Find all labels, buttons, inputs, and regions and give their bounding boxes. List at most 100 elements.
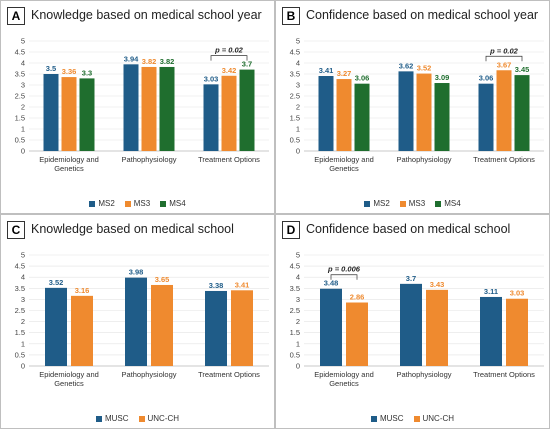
panel-letter: B bbox=[282, 7, 300, 25]
chart-title: Confidence based on medical school bbox=[306, 222, 511, 236]
bar-unc-ch bbox=[71, 295, 93, 366]
y-tick-label: 4.5 bbox=[290, 48, 300, 57]
y-tick-label: 1.5 bbox=[290, 328, 300, 337]
bar-ms4 bbox=[159, 66, 175, 151]
legend-item-ms3: MS3 bbox=[399, 199, 426, 208]
chart-title: Knowledge based on medical school year bbox=[31, 8, 262, 22]
chart-title: Knowledge based on medical school bbox=[31, 222, 234, 236]
legend-swatch bbox=[364, 200, 371, 207]
y-tick-label: 1.5 bbox=[15, 328, 25, 337]
y-tick-label: 4.5 bbox=[15, 48, 25, 57]
bar-ms2 bbox=[43, 74, 59, 151]
bar-ms2 bbox=[478, 83, 494, 151]
y-tick-label: 4.5 bbox=[15, 262, 25, 271]
legend-item-unc-ch: UNC-CH bbox=[138, 414, 179, 423]
data-label: 3.82 bbox=[160, 57, 175, 66]
panel-confidence-by-school: D Confidence based on medical school 0 0.… bbox=[275, 214, 550, 429]
y-tick-label: 1.5 bbox=[290, 114, 300, 123]
y-tick-label: 3.5 bbox=[290, 284, 300, 293]
data-label: 3.41 bbox=[319, 66, 334, 75]
bar-ms3 bbox=[336, 79, 352, 151]
x-tick-label: Treatment Options bbox=[473, 155, 535, 164]
y-tick-label: 5 bbox=[21, 251, 25, 260]
legend-swatch bbox=[399, 200, 406, 207]
legend-item-musc: MUSC bbox=[95, 414, 129, 423]
y-tick-label: 2.5 bbox=[15, 306, 25, 315]
legend-swatch bbox=[160, 200, 167, 207]
y-tick-label: 0.5 bbox=[290, 350, 300, 359]
p-value-annotation: p = 0.02 bbox=[489, 46, 519, 55]
bar-ms2 bbox=[123, 64, 139, 151]
legend-label: MS4 bbox=[169, 199, 186, 208]
y-tick-label: 2.5 bbox=[290, 306, 300, 315]
data-label: 3.7 bbox=[242, 60, 252, 69]
legend: MUSC UNC-CH bbox=[276, 414, 549, 423]
legend-item-ms2: MS2 bbox=[364, 199, 390, 208]
data-label: 3.5 bbox=[46, 64, 56, 73]
legend-label: MS2 bbox=[373, 199, 390, 208]
data-label: 3.41 bbox=[235, 280, 250, 289]
data-label: 3.98 bbox=[129, 268, 144, 277]
data-label: 2.86 bbox=[350, 293, 365, 302]
data-label: 3.52 bbox=[49, 278, 64, 287]
data-label: 3.03 bbox=[204, 74, 219, 83]
y-tick-label: 3.5 bbox=[15, 70, 25, 79]
bar-ms2 bbox=[203, 84, 219, 151]
bar-musc bbox=[205, 290, 227, 366]
panel-knowledge-by-school: C Knowledge based on medical school 0 0.5… bbox=[0, 214, 275, 429]
legend-label: MS4 bbox=[444, 199, 461, 208]
legend-item-ms2: MS2 bbox=[89, 199, 115, 208]
bar-chart: 0 0.5 1 1.5 2 2.5 3 3.5 4 4.5 5 3.48 2.86 Epidemiolog… bbox=[290, 251, 544, 388]
y-tick-label: 1.5 bbox=[15, 114, 25, 123]
bar-ms4 bbox=[79, 78, 95, 151]
y-tick-label: 0 bbox=[296, 147, 300, 156]
data-label: 3.7 bbox=[406, 274, 416, 283]
y-tick-label: 4 bbox=[21, 273, 25, 282]
x-tick-label: Genetics bbox=[54, 164, 84, 173]
legend-swatch bbox=[435, 200, 442, 207]
legend-label: MUSC bbox=[104, 414, 129, 423]
y-tick-label: 3.5 bbox=[290, 70, 300, 79]
y-tick-label: 2 bbox=[296, 103, 300, 112]
x-tick-label: Epidemiology and bbox=[314, 155, 374, 164]
y-tick-label: 0 bbox=[296, 362, 300, 371]
panel-letter: C bbox=[7, 221, 25, 239]
bar-ms3 bbox=[221, 75, 237, 151]
y-tick-label: 5 bbox=[296, 37, 300, 46]
data-label: 3.16 bbox=[75, 286, 90, 295]
y-tick-label: 0 bbox=[21, 147, 25, 156]
data-label: 3.62 bbox=[399, 61, 414, 70]
data-label: 3.38 bbox=[209, 281, 224, 290]
x-tick-label: Genetics bbox=[329, 164, 359, 173]
data-label: 3.45 bbox=[515, 65, 530, 74]
bar-ms4 bbox=[239, 69, 255, 151]
y-tick-label: 4 bbox=[296, 273, 300, 282]
bar-ms4 bbox=[514, 75, 530, 151]
data-label: 3.94 bbox=[124, 54, 139, 63]
legend-swatch bbox=[124, 200, 131, 207]
y-tick-label: 1 bbox=[21, 125, 25, 134]
panel-letter: D bbox=[282, 221, 300, 239]
x-tick-label: Pathophysiology bbox=[396, 155, 451, 164]
data-label: 3.43 bbox=[430, 280, 445, 289]
bar-unc-ch bbox=[506, 298, 528, 366]
legend: MS2 MS3 MS4 bbox=[276, 199, 549, 208]
data-label: 3.06 bbox=[355, 74, 370, 83]
data-label: 3.36 bbox=[62, 67, 77, 76]
panel-letter: A bbox=[7, 7, 25, 25]
legend-item-ms4: MS4 bbox=[435, 199, 461, 208]
legend-label: MS3 bbox=[408, 199, 426, 208]
y-tick-label: 2.5 bbox=[290, 92, 300, 101]
bar-musc bbox=[400, 283, 422, 366]
significance-bracket bbox=[330, 274, 358, 280]
data-label: 3.65 bbox=[155, 275, 170, 284]
data-label: 3.52 bbox=[417, 64, 432, 73]
legend-label: MS3 bbox=[133, 199, 151, 208]
y-tick-label: 4.5 bbox=[290, 262, 300, 271]
y-tick-label: 3.5 bbox=[15, 284, 25, 293]
x-tick-label: Epidemiology and bbox=[39, 370, 99, 379]
bar-musc bbox=[480, 296, 502, 366]
y-tick-label: 5 bbox=[21, 37, 25, 46]
y-tick-label: 3 bbox=[296, 295, 300, 304]
legend-swatch bbox=[95, 415, 102, 422]
